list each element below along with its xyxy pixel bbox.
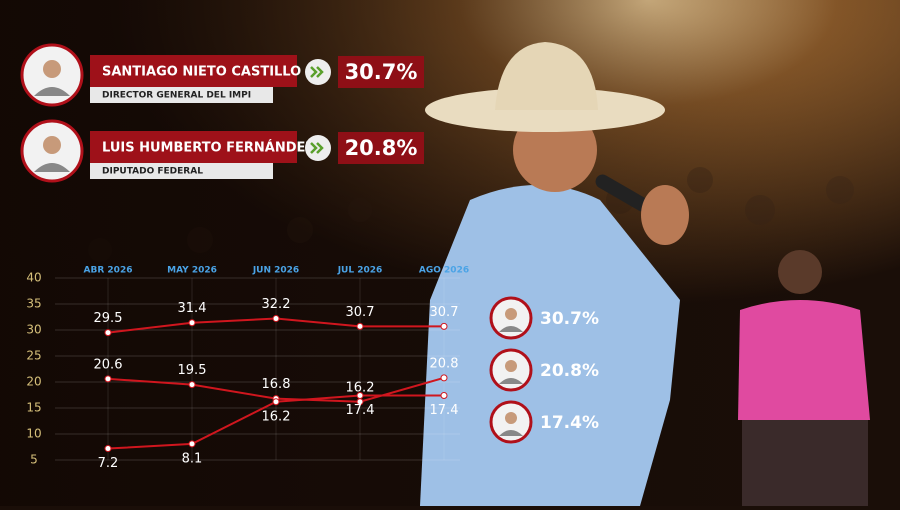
percent-box bbox=[338, 132, 424, 164]
avatar-body bbox=[499, 430, 523, 436]
value-label: 16.8 bbox=[262, 377, 291, 392]
candidate-percent: 20.8% bbox=[345, 136, 418, 160]
y-tick-label: 35 bbox=[26, 297, 41, 311]
avatar-body bbox=[499, 378, 523, 384]
chevron bbox=[310, 66, 324, 78]
end-label: 30.7% bbox=[540, 309, 599, 329]
candidate-role: DIRECTOR GENERAL DEL IMPI bbox=[102, 91, 251, 101]
y-tick-label: 30 bbox=[26, 323, 41, 337]
woman-pink bbox=[738, 250, 870, 506]
point bbox=[440, 392, 448, 400]
end-label: 20.8% bbox=[540, 361, 599, 381]
point bbox=[356, 322, 364, 330]
avatar-body bbox=[34, 87, 70, 96]
point bbox=[272, 398, 280, 406]
x-tick-label: AGO 2026 bbox=[419, 266, 469, 276]
value-label: 16.2 bbox=[346, 380, 375, 395]
point bbox=[104, 445, 112, 453]
avatar-head bbox=[43, 60, 61, 78]
avatar-head bbox=[505, 412, 517, 424]
value-label: 19.5 bbox=[178, 363, 207, 378]
avatar-head bbox=[505, 308, 517, 320]
value-label: 30.7 bbox=[346, 305, 375, 320]
candidate-name: LUIS HUMBERTO FERNÁNDEZ bbox=[102, 140, 315, 156]
value-label: 17.4 bbox=[430, 403, 459, 418]
point bbox=[188, 440, 196, 448]
chevron bbox=[310, 142, 324, 154]
speaker bbox=[420, 42, 689, 506]
end-label: 17.4% bbox=[540, 413, 599, 433]
candidate-name: SANTIAGO NIETO CASTILLO bbox=[102, 65, 301, 80]
value-label: 7.2 bbox=[98, 456, 119, 471]
candidate-percent: 30.7% bbox=[345, 60, 418, 84]
y-tick-label: 20 bbox=[26, 375, 41, 389]
avatar-body bbox=[34, 163, 70, 172]
avatar-head bbox=[505, 360, 517, 372]
role-bar bbox=[90, 87, 273, 103]
point bbox=[272, 315, 280, 323]
y-tick-label: 15 bbox=[26, 401, 41, 415]
y-tick-label: 25 bbox=[26, 349, 41, 363]
avatar-head bbox=[43, 136, 61, 154]
point bbox=[188, 319, 196, 327]
value-label: 8.1 bbox=[182, 451, 203, 466]
name-bar bbox=[90, 131, 297, 163]
point bbox=[440, 374, 448, 382]
value-label: 29.5 bbox=[94, 311, 123, 326]
chevron-badge bbox=[305, 59, 331, 85]
chart: 5 10 15 20 25 30 35 40 ABR 2026 MAY 2026 JUN 2026 J… bbox=[26, 266, 599, 472]
x-tick-label: MAY 2026 bbox=[167, 266, 217, 276]
y-tick-label: 5 bbox=[30, 453, 38, 467]
value-label: 32.2 bbox=[262, 297, 291, 312]
point bbox=[440, 322, 448, 330]
value-label: 20.8 bbox=[430, 356, 459, 371]
role-bar bbox=[90, 163, 273, 179]
chevron-badge bbox=[305, 135, 331, 161]
value-label: 31.4 bbox=[178, 301, 207, 316]
name-bar bbox=[90, 55, 297, 87]
point bbox=[188, 381, 196, 389]
value-label: 20.6 bbox=[94, 357, 123, 372]
value-label: 17.4 bbox=[346, 403, 375, 418]
value-label: 30.7 bbox=[430, 305, 459, 320]
x-tick-label: JUL 2026 bbox=[337, 266, 383, 276]
percent-box bbox=[338, 56, 424, 88]
candidate-cards: SANTIAGO NIETO CASTILLO DIRECTOR GENERAL … bbox=[20, 43, 424, 183]
point bbox=[104, 375, 112, 383]
point bbox=[356, 392, 364, 400]
value-label: 16.2 bbox=[262, 409, 291, 424]
candidate-role: DIPUTADO FEDERAL bbox=[102, 167, 203, 177]
avatar-body bbox=[499, 326, 523, 332]
y-tick-label: 10 bbox=[26, 427, 41, 441]
y-tick-label: 40 bbox=[26, 271, 41, 285]
x-tick-label: JUN 2026 bbox=[252, 266, 299, 276]
point bbox=[104, 329, 112, 337]
x-tick-label: ABR 2026 bbox=[84, 266, 133, 276]
